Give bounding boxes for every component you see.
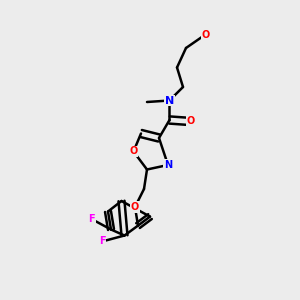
Text: O: O (186, 116, 195, 127)
Text: F: F (99, 236, 105, 247)
Text: O: O (131, 202, 139, 212)
Text: O: O (201, 29, 210, 40)
Text: O: O (129, 146, 138, 157)
Text: F: F (88, 214, 95, 224)
Text: N: N (164, 160, 172, 170)
Text: N: N (165, 95, 174, 106)
